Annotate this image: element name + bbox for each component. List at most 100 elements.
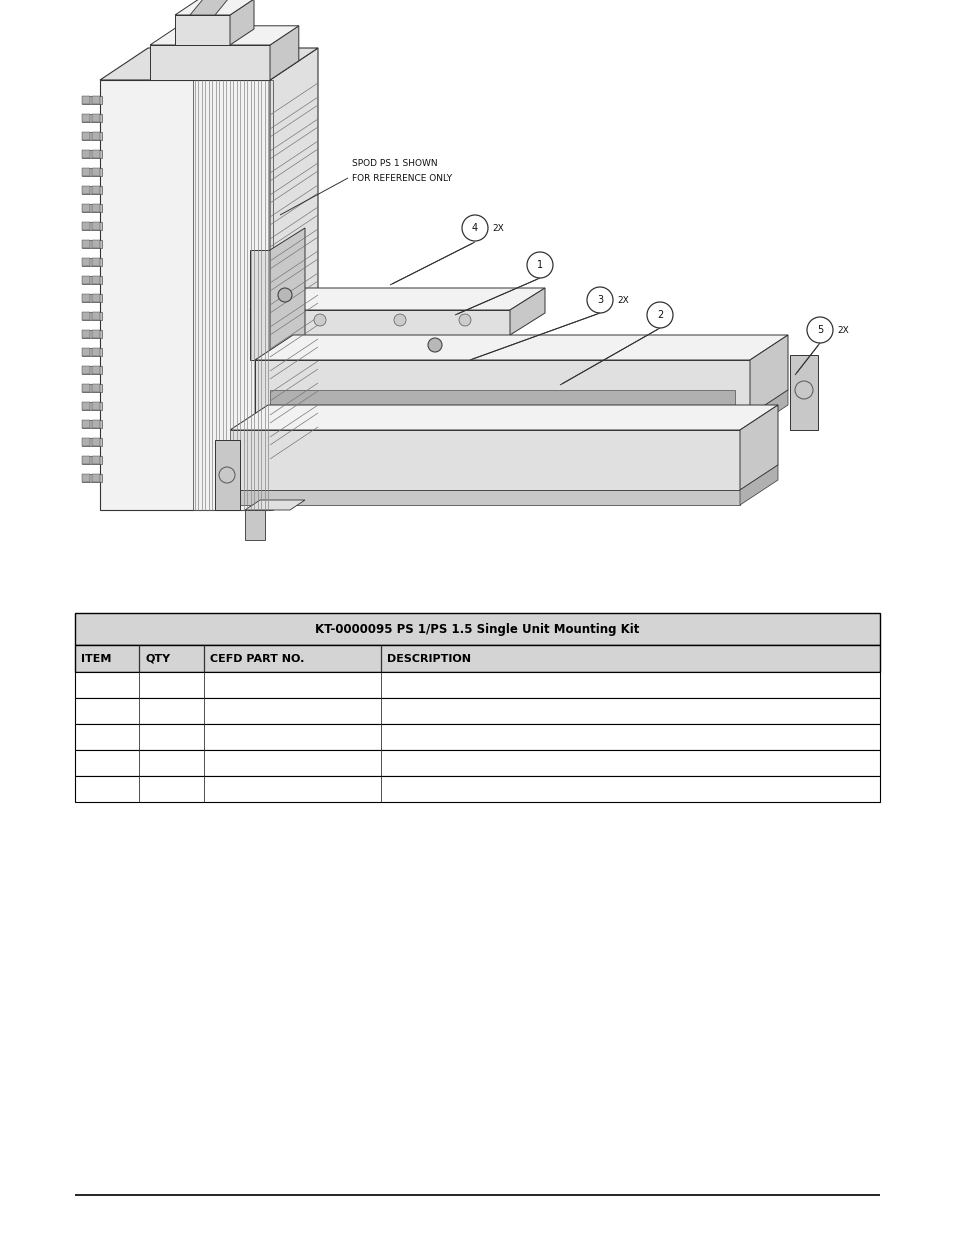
Bar bbox=[82, 384, 102, 391]
Polygon shape bbox=[230, 405, 778, 430]
Bar bbox=[82, 275, 102, 284]
Bar bbox=[82, 222, 90, 230]
Polygon shape bbox=[245, 500, 305, 510]
Bar bbox=[91, 275, 100, 284]
Polygon shape bbox=[254, 415, 749, 430]
Polygon shape bbox=[270, 228, 305, 359]
Bar bbox=[75, 613, 879, 645]
Bar bbox=[91, 186, 100, 194]
Text: KT-0000095 PS 1/PS 1.5 Single Unit Mounting Kit: KT-0000095 PS 1/PS 1.5 Single Unit Mount… bbox=[315, 622, 639, 636]
Polygon shape bbox=[740, 405, 778, 490]
Bar bbox=[91, 240, 100, 248]
Polygon shape bbox=[174, 15, 230, 44]
Bar bbox=[91, 114, 100, 122]
Bar bbox=[75, 672, 879, 698]
Bar bbox=[193, 80, 273, 510]
Circle shape bbox=[314, 314, 326, 326]
Bar bbox=[82, 186, 102, 194]
Bar bbox=[82, 204, 90, 212]
Bar bbox=[214, 440, 240, 510]
Bar bbox=[91, 403, 100, 410]
Bar bbox=[82, 96, 90, 104]
Text: DESCRIPTION: DESCRIPTION bbox=[387, 653, 471, 663]
Bar bbox=[82, 186, 90, 194]
Bar bbox=[82, 420, 90, 429]
Circle shape bbox=[277, 288, 292, 303]
Polygon shape bbox=[250, 310, 510, 335]
Bar bbox=[82, 384, 90, 391]
Polygon shape bbox=[250, 288, 544, 310]
Polygon shape bbox=[150, 44, 270, 80]
Bar bbox=[91, 330, 100, 338]
Bar bbox=[82, 204, 102, 212]
Polygon shape bbox=[100, 48, 317, 80]
Bar bbox=[82, 132, 90, 140]
Bar bbox=[82, 403, 102, 410]
Bar bbox=[82, 312, 102, 320]
Bar bbox=[82, 420, 102, 429]
Bar bbox=[82, 168, 102, 177]
Text: 2X: 2X bbox=[836, 326, 848, 335]
Text: 4: 4 bbox=[472, 224, 477, 233]
Bar bbox=[82, 330, 90, 338]
Polygon shape bbox=[749, 390, 787, 430]
Text: ITEM: ITEM bbox=[81, 653, 112, 663]
Bar bbox=[91, 294, 100, 303]
Polygon shape bbox=[510, 288, 544, 335]
Bar bbox=[75, 776, 879, 802]
Polygon shape bbox=[270, 48, 317, 510]
Bar bbox=[82, 96, 102, 104]
Bar bbox=[82, 149, 102, 158]
Circle shape bbox=[394, 314, 406, 326]
Polygon shape bbox=[150, 26, 298, 44]
Bar bbox=[82, 456, 90, 464]
Bar bbox=[91, 348, 100, 356]
Bar bbox=[82, 294, 90, 303]
Bar bbox=[91, 456, 100, 464]
Polygon shape bbox=[749, 335, 787, 415]
Text: FOR REFERENCE ONLY: FOR REFERENCE ONLY bbox=[352, 174, 452, 183]
Bar bbox=[75, 750, 879, 776]
Polygon shape bbox=[230, 0, 253, 44]
Bar bbox=[82, 258, 102, 266]
Text: 1: 1 bbox=[537, 261, 542, 270]
Polygon shape bbox=[254, 359, 749, 415]
Bar bbox=[82, 132, 102, 140]
Bar bbox=[75, 698, 879, 724]
Bar bbox=[82, 149, 90, 158]
Bar bbox=[82, 348, 102, 356]
Polygon shape bbox=[254, 335, 787, 359]
Bar bbox=[82, 294, 102, 303]
Bar bbox=[82, 222, 102, 230]
Bar bbox=[82, 474, 102, 482]
Polygon shape bbox=[270, 390, 734, 415]
Circle shape bbox=[111, 411, 119, 419]
Bar bbox=[82, 474, 90, 482]
Bar bbox=[82, 366, 90, 374]
Polygon shape bbox=[245, 510, 265, 540]
Bar bbox=[82, 114, 102, 122]
Polygon shape bbox=[230, 490, 740, 505]
Text: QTY: QTY bbox=[145, 653, 171, 663]
Bar bbox=[91, 366, 100, 374]
Polygon shape bbox=[100, 80, 270, 510]
Polygon shape bbox=[230, 430, 740, 490]
Circle shape bbox=[458, 314, 471, 326]
Bar bbox=[82, 240, 90, 248]
Text: 2X: 2X bbox=[492, 224, 503, 232]
Bar bbox=[82, 403, 90, 410]
Bar bbox=[82, 348, 90, 356]
Bar bbox=[82, 114, 90, 122]
Bar bbox=[91, 438, 100, 446]
Bar bbox=[82, 366, 102, 374]
Polygon shape bbox=[190, 0, 229, 15]
Text: 2: 2 bbox=[657, 310, 662, 320]
Bar bbox=[91, 132, 100, 140]
Text: CEFD PART NO.: CEFD PART NO. bbox=[210, 653, 304, 663]
Circle shape bbox=[428, 338, 441, 352]
Bar bbox=[91, 149, 100, 158]
Polygon shape bbox=[250, 249, 270, 359]
Bar bbox=[91, 168, 100, 177]
Circle shape bbox=[111, 487, 119, 494]
Bar bbox=[91, 420, 100, 429]
